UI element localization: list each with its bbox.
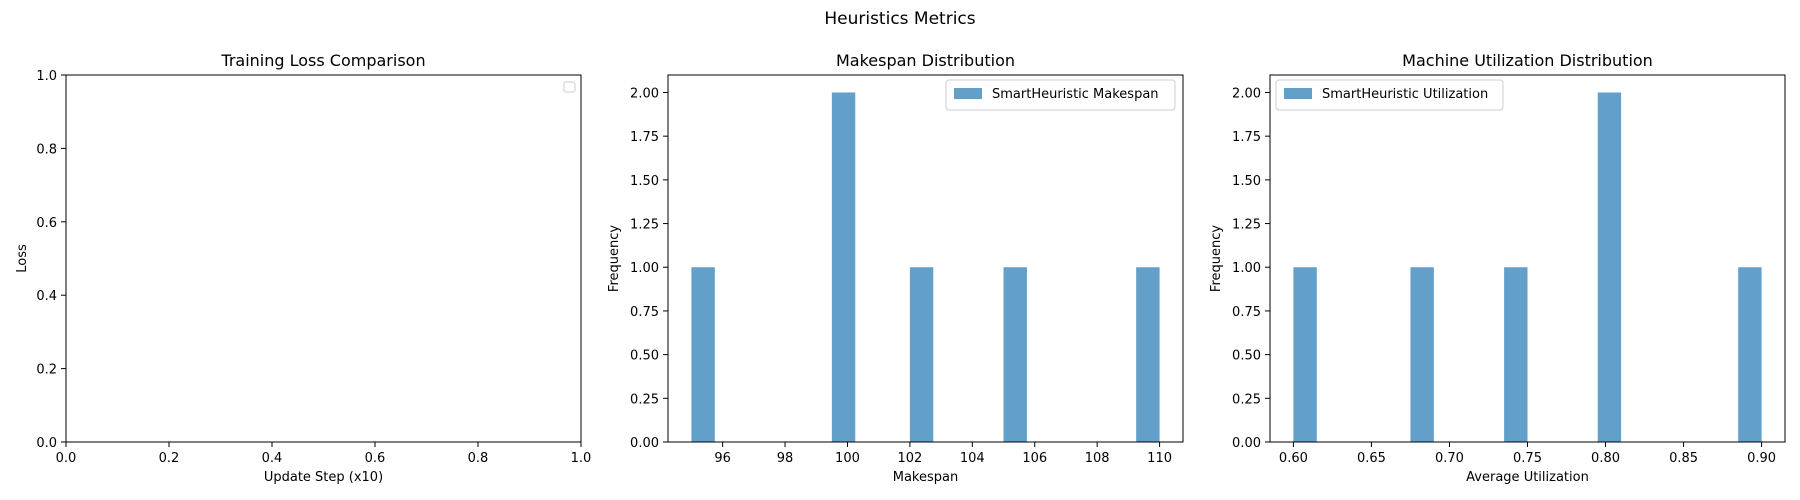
panel-makespan: Makespan Distribution 96 98 100 102 104 106 10… xyxy=(607,51,1184,485)
y-tick-label: 0.00 xyxy=(1232,436,1261,451)
plot-frame xyxy=(667,74,1184,443)
legend-box xyxy=(563,81,576,93)
histogram-bar xyxy=(1410,267,1434,442)
panel-utilization: Machine Utilization Distribution 0.60 0.6… xyxy=(1209,51,1786,485)
tick-layer: 96 98 100 102 104 106 108 110 0.00 0.25 0.50 0.75 1.… xyxy=(630,86,1172,466)
x-tick-label: 0.90 xyxy=(1747,451,1776,466)
x-tick-label: 102 xyxy=(897,451,922,466)
y-tick-label: 2.00 xyxy=(1232,86,1261,101)
y-tick-label: 0.2 xyxy=(36,363,57,378)
x-tick-label: 108 xyxy=(1085,451,1110,466)
histogram-bar xyxy=(1003,267,1027,442)
x-tick-label: 0.0 xyxy=(56,451,77,466)
legend: SmartHeuristic Utilization xyxy=(1275,79,1504,111)
y-tick-label: 0.4 xyxy=(36,289,57,304)
legend-entry: SmartHeuristic Utilization xyxy=(1322,87,1488,102)
panel-training-loss: Training Loss Comparison 0.0 0.2 0.4 0.6 0.8… xyxy=(15,51,591,485)
panel-title: Training Loss Comparison xyxy=(220,51,425,70)
x-tick-label: 0.70 xyxy=(1435,451,1464,466)
x-tick-label: 0.6 xyxy=(365,451,386,466)
x-tick-label: 0.60 xyxy=(1279,451,1308,466)
y-tick-label: 1.00 xyxy=(630,261,659,276)
y-axis-label: Frequency xyxy=(1209,225,1224,292)
panel-title: Makespan Distribution xyxy=(836,51,1015,70)
histogram-bar xyxy=(831,92,856,442)
x-tick-label: 110 xyxy=(1147,451,1172,466)
legend-swatch xyxy=(954,88,982,99)
y-tick-label: 1.50 xyxy=(630,174,659,189)
histogram-bar xyxy=(1293,267,1317,442)
y-tick-label: 1.25 xyxy=(1232,218,1261,233)
plot-frame xyxy=(65,74,582,443)
y-axis-label: Loss xyxy=(15,244,30,273)
x-tick-label: 0.85 xyxy=(1669,451,1698,466)
histogram-bar xyxy=(1504,267,1528,442)
tick-layer: 0.0 0.2 0.4 0.6 0.8 1.0 0.0 0.2 0.4 0.6 0.8 1.0 xyxy=(36,69,591,466)
x-tick-label: 0.75 xyxy=(1513,451,1542,466)
y-tick-label: 1.50 xyxy=(1232,174,1261,189)
y-tick-label: 1.75 xyxy=(1232,130,1261,145)
plot-frame xyxy=(1269,74,1786,443)
x-axis-label: Average Utilization xyxy=(1466,470,1589,485)
y-tick-label: 0.50 xyxy=(1232,349,1261,364)
y-tick-label: 0.6 xyxy=(36,216,57,231)
legend-box xyxy=(945,79,1176,111)
x-tick-label: 104 xyxy=(960,451,985,466)
panel-title: Machine Utilization Distribution xyxy=(1402,51,1653,70)
histogram-bar xyxy=(691,267,715,442)
y-tick-label: 0.25 xyxy=(630,392,659,407)
histogram-bar xyxy=(1597,92,1622,442)
legend-swatch xyxy=(1284,88,1312,99)
y-tick-label: 0.0 xyxy=(36,436,57,451)
y-tick-label: 2.00 xyxy=(630,86,659,101)
x-tick-label: 0.80 xyxy=(1591,451,1620,466)
x-tick-label: 100 xyxy=(835,451,860,466)
y-tick-label: 1.0 xyxy=(36,69,57,84)
x-tick-label: 0.4 xyxy=(262,451,283,466)
y-tick-label: 0.25 xyxy=(1232,392,1261,407)
bar-layer xyxy=(691,92,1160,442)
y-tick-label: 0.00 xyxy=(630,436,659,451)
histogram-bar xyxy=(1136,267,1160,442)
histogram-bar xyxy=(1738,267,1762,442)
y-tick-label: 1.25 xyxy=(630,218,659,233)
x-tick-label: 1.0 xyxy=(571,451,592,466)
x-tick-label: 98 xyxy=(777,451,794,466)
y-tick-label: 1.00 xyxy=(1232,261,1261,276)
y-tick-label: 1.75 xyxy=(630,130,659,145)
legend-entry: SmartHeuristic Makespan xyxy=(992,87,1159,102)
y-tick-label: 0.75 xyxy=(1232,305,1261,320)
x-axis-label: Makespan xyxy=(893,470,958,485)
x-axis-label: Update Step (x10) xyxy=(264,470,383,485)
legend-box xyxy=(1275,79,1504,111)
x-tick-label: 96 xyxy=(714,451,731,466)
legend: SmartHeuristic Makespan xyxy=(945,79,1176,111)
x-tick-label: 0.65 xyxy=(1357,451,1386,466)
y-tick-label: 0.50 xyxy=(630,349,659,364)
figure-title: Heuristics Metrics xyxy=(824,9,975,29)
x-tick-label: 0.2 xyxy=(159,451,180,466)
y-axis-label: Frequency xyxy=(607,225,622,292)
y-tick-label: 0.75 xyxy=(630,305,659,320)
x-tick-label: 106 xyxy=(1022,451,1047,466)
bar-layer xyxy=(1293,92,1762,442)
histogram-bar xyxy=(909,267,934,442)
tick-layer: 0.60 0.65 0.70 0.75 0.80 0.85 0.90 0.00 0.25 0.50… xyxy=(1232,86,1776,466)
y-tick-label: 0.8 xyxy=(36,142,57,157)
x-tick-label: 0.8 xyxy=(468,451,489,466)
